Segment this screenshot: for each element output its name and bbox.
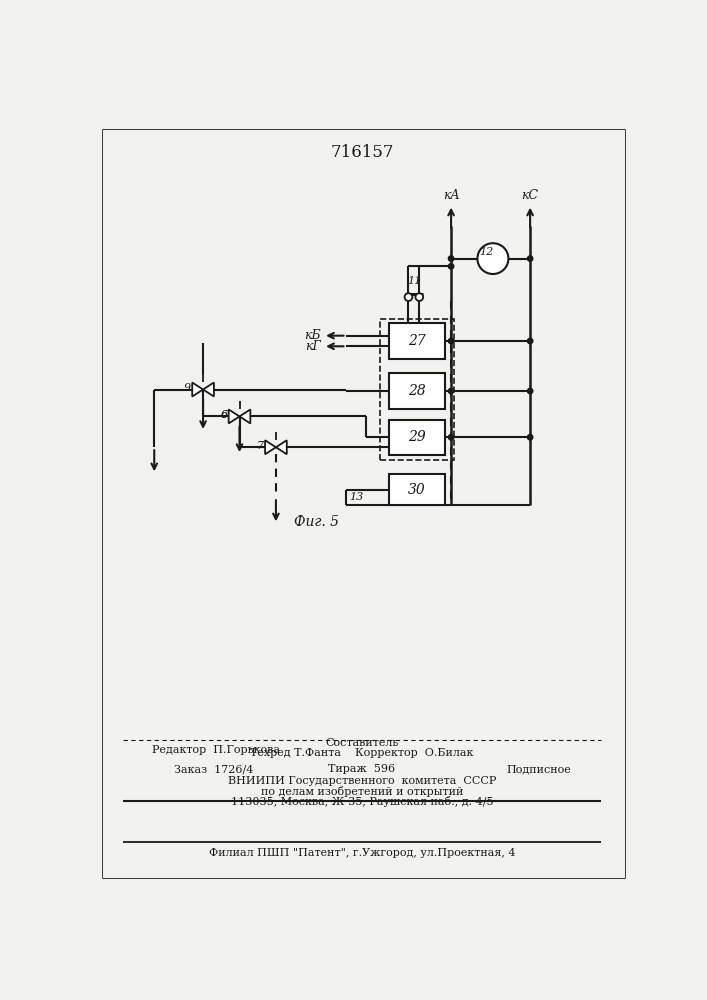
Text: ВНИИПИ Государственного  комитета  СССР: ВНИИПИ Государственного комитета СССР	[228, 776, 496, 786]
Text: 7: 7	[257, 441, 264, 451]
Text: 13: 13	[349, 492, 363, 502]
Text: Составитель: Составитель	[325, 738, 399, 748]
Text: по делам изобретений и открытий: по делам изобретений и открытий	[261, 786, 463, 797]
Text: Заказ  1726/4: Заказ 1726/4	[174, 764, 253, 774]
Polygon shape	[276, 440, 287, 454]
Text: 6: 6	[221, 410, 228, 420]
Text: 30: 30	[408, 483, 426, 497]
Polygon shape	[192, 382, 203, 397]
Circle shape	[527, 435, 533, 440]
Bar	[389, 323, 445, 359]
Circle shape	[527, 388, 533, 394]
Bar	[389, 474, 445, 505]
Text: 6: 6	[221, 410, 228, 420]
Text: кC: кC	[522, 189, 539, 202]
Text: Фиг. 5: Фиг. 5	[295, 515, 339, 529]
Circle shape	[448, 435, 454, 440]
Polygon shape	[240, 409, 250, 423]
Circle shape	[404, 293, 412, 301]
Circle shape	[527, 256, 533, 261]
Bar	[389, 373, 445, 409]
Text: 12: 12	[479, 247, 494, 257]
Circle shape	[448, 388, 454, 394]
Circle shape	[448, 256, 454, 261]
Text: 9: 9	[184, 383, 191, 393]
Text: Редактор  П.Горькова: Редактор П.Горькова	[152, 745, 280, 755]
Text: кA: кA	[443, 189, 460, 202]
Text: 29: 29	[408, 430, 426, 444]
Text: Филиал ПШП "Патент", г.Ужгород, ул.Проектная, 4: Филиал ПШП "Патент", г.Ужгород, ул.Проек…	[209, 848, 515, 858]
Polygon shape	[228, 409, 240, 423]
Text: 113035, Москва, Ж-35, Раушская наб., д. 4/5: 113035, Москва, Ж-35, Раушская наб., д. …	[230, 796, 493, 807]
Polygon shape	[265, 440, 276, 454]
Polygon shape	[203, 382, 214, 397]
Text: Тираж  596: Тираж 596	[328, 764, 395, 774]
Text: 11: 11	[407, 276, 421, 286]
Circle shape	[448, 338, 454, 344]
Bar	[380, 319, 454, 460]
Circle shape	[448, 264, 454, 269]
Text: кБ: кБ	[304, 329, 321, 342]
Text: кГ: кГ	[305, 340, 321, 353]
Text: Техред Т.Фанта    Корректор  О.Билак: Техред Т.Фанта Корректор О.Билак	[250, 748, 474, 758]
Text: 27: 27	[408, 334, 426, 348]
Text: Подписное: Подписное	[507, 764, 572, 774]
Circle shape	[416, 293, 423, 301]
Text: 28: 28	[408, 384, 426, 398]
Circle shape	[527, 338, 533, 344]
Text: 716157: 716157	[330, 144, 394, 161]
Bar	[389, 420, 445, 455]
Circle shape	[477, 243, 508, 274]
